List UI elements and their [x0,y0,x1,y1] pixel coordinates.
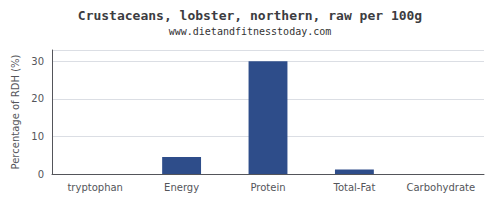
svg-text:Total-Fat: Total-Fat [332,182,375,193]
svg-text:10: 10 [31,131,44,142]
svg-text:Carbohydrate: Carbohydrate [406,182,475,193]
svg-text:Protein: Protein [250,182,285,193]
svg-text:www.dietandfitnesstoday.com: www.dietandfitnesstoday.com [169,26,332,37]
svg-text:30: 30 [31,56,44,67]
svg-text:tryptophan: tryptophan [67,182,123,193]
svg-text:Crustaceans, lobster, northern: Crustaceans, lobster, northern, raw per … [78,8,422,23]
svg-text:0: 0 [38,169,44,180]
svg-text:Percentage of RDH (%): Percentage of RDH (%) [10,54,21,169]
svg-text:Energy: Energy [164,182,199,193]
svg-text:20: 20 [31,93,44,104]
